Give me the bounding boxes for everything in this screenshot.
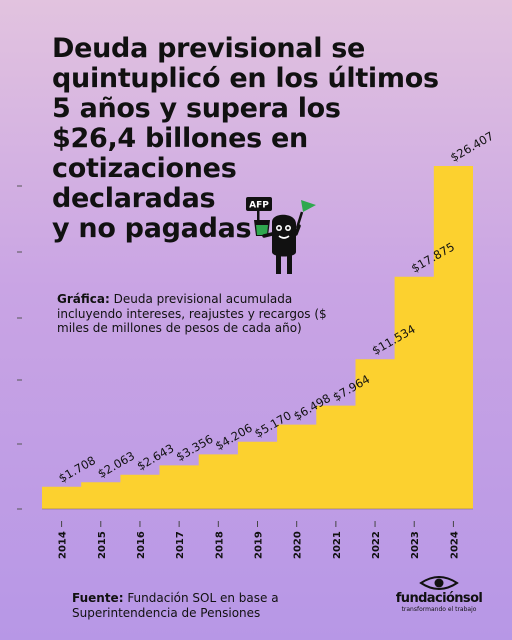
logo-tagline: transformando el trabajo: [401, 606, 477, 613]
x-tick-label-2017: 2017: [175, 531, 186, 559]
x-tick-label-2016: 2016: [136, 531, 147, 559]
source-text: Fundación SOL en base a Superintendencia…: [72, 591, 279, 620]
afp-sign-text: AFP: [249, 201, 269, 211]
y-axis-ticks: [17, 185, 22, 510]
afp-mascot-icon: AFP: [246, 197, 316, 274]
logo-name: fundaciónsol: [395, 591, 483, 606]
x-tick-label-2022: 2022: [371, 531, 382, 559]
x-tick-label-2021: 2021: [332, 531, 343, 559]
caption-text: Deuda previsional acumulada incluyendo i…: [57, 292, 327, 335]
source-note: Fuente: Fundación SOL en base a Superint…: [72, 591, 302, 620]
source-label: Fuente:: [72, 591, 124, 605]
x-tick-label-2014: 2014: [58, 531, 69, 559]
x-axis: 2014 2015 2016 2017 2018 2019 2020 2021 2022 2023…: [42, 508, 473, 559]
x-tick-label-2024: 2024: [449, 531, 460, 559]
fundacion-sol-logo: fundaciónsol transformando el trabajo: [374, 574, 504, 624]
headline: Deuda previsional se quintuplicó en los …: [52, 33, 439, 244]
chart-caption: Gráfica: Deuda previsional acumulada inc…: [57, 292, 357, 336]
eye-logo-icon: [419, 576, 459, 590]
x-tick-label-2023: 2023: [410, 531, 421, 559]
x-tick-label-2018: 2018: [214, 531, 225, 559]
x-tick-label-2019: 2019: [254, 531, 265, 559]
caption-label: Gráfica:: [57, 292, 110, 306]
value-label-2014: $1.708: [56, 453, 98, 485]
debt-area: [42, 166, 473, 509]
afp-sign: [246, 197, 272, 211]
x-tick-label-2020: 2020: [293, 531, 304, 559]
x-tick-label-2015: 2015: [97, 531, 108, 559]
